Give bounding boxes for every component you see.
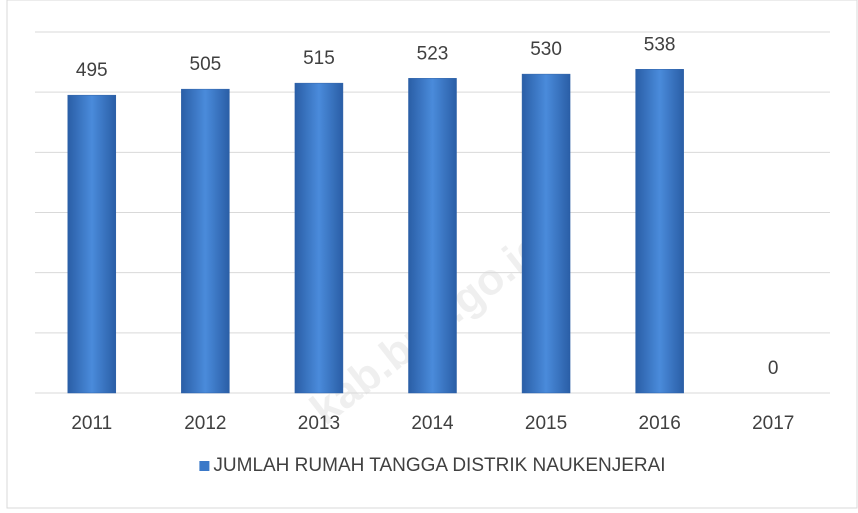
frame [6, 0, 858, 509]
x-tick-label: 2017 [752, 413, 794, 434]
value-label: 538 [644, 34, 676, 55]
value-label: 505 [190, 54, 222, 75]
x-tick-label: 2015 [525, 413, 567, 434]
legend-label: JUMLAH RUMAH TANGGA DISTRIK NAUKENJERAI [213, 455, 665, 476]
value-label: 515 [303, 48, 335, 69]
x-tick-label: 2014 [411, 413, 454, 434]
bar [181, 88, 230, 394]
x-tick-label: 2012 [184, 413, 226, 434]
value-label: 530 [530, 39, 562, 60]
value-label: 0 [768, 358, 779, 379]
value-label: 495 [76, 60, 108, 81]
bar [408, 78, 457, 394]
x-tick-label: 2011 [71, 413, 112, 434]
bar [635, 69, 684, 394]
bar [521, 73, 571, 394]
value-label: 523 [417, 43, 449, 64]
bar [294, 82, 344, 394]
legend-swatch [199, 461, 210, 471]
bar [67, 94, 117, 394]
x-tick-label: 2013 [298, 413, 340, 434]
x-tick-label: 2016 [639, 413, 681, 434]
